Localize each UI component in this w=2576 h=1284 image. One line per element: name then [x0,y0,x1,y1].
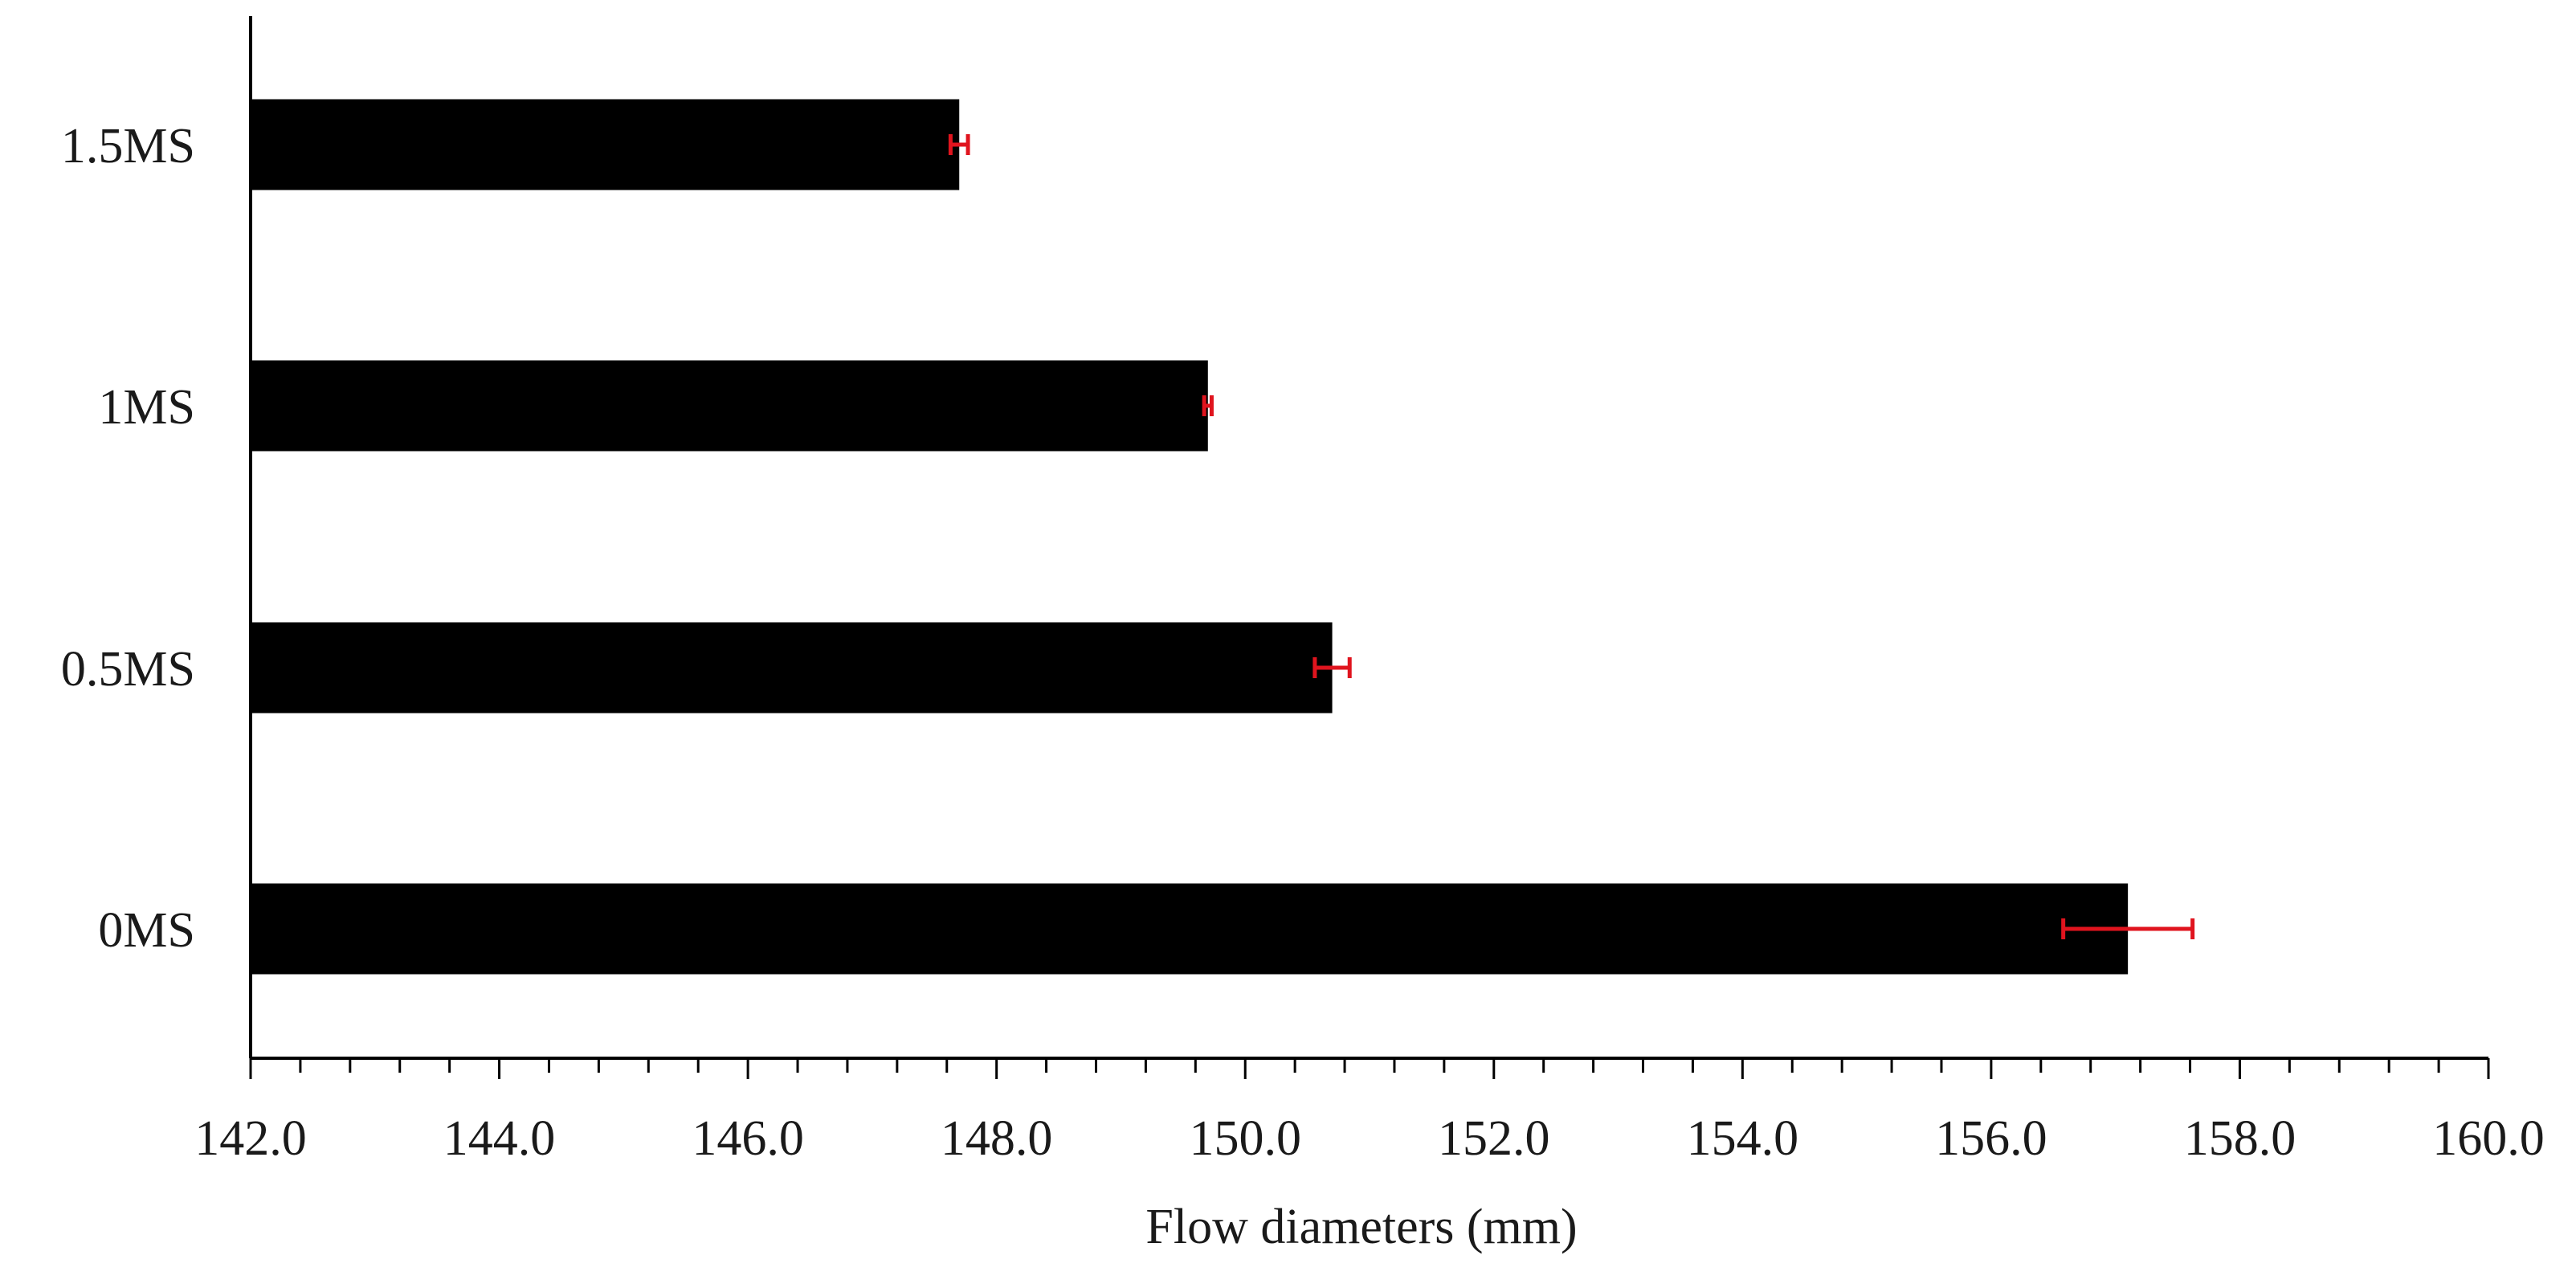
x-tick-label: 142.0 [194,1111,307,1166]
bar-0-5ms [251,622,1333,714]
bar-1ms [251,360,1208,452]
error-bar-0-5ms [1312,657,1352,678]
x-tick-label: 154.0 [1687,1111,1799,1166]
error-bar-1-5ms [948,134,970,155]
x-tick-label: 150.0 [1189,1111,1301,1166]
y-tick-label: 0MS [98,903,195,958]
error-bar-0ms [2061,918,2195,939]
y-tick-labels: 0MS 0.5MS 1MS 1.5MS [61,119,195,958]
x-tick-labels: 142.0 144.0 146.0 148.0 150.0 152.0 154.0 156.0… [194,1111,2545,1166]
bar-1-5ms [251,99,960,190]
x-tick-label: 144.0 [443,1111,556,1166]
x-tick-label: 146.0 [692,1111,804,1166]
axes-layer [249,16,2490,1079]
x-tick-label: 158.0 [2184,1111,2296,1166]
error-bar-1ms [1202,395,1214,416]
x-tick-label: 156.0 [1935,1111,2047,1166]
x-tick-label: 160.0 [2432,1111,2545,1166]
y-tick-label: 1MS [98,380,195,435]
x-tick-label: 152.0 [1438,1111,1550,1166]
x-axis-title: Flow diameters (mm) [1145,1200,1577,1254]
bars-layer [251,99,2129,975]
bar-0ms [251,883,2129,975]
x-tick-label: 148.0 [941,1111,1053,1166]
y-tick-label: 0.5MS [61,642,195,697]
y-tick-label: 1.5MS [61,119,195,174]
error-bars-layer [948,134,2195,939]
